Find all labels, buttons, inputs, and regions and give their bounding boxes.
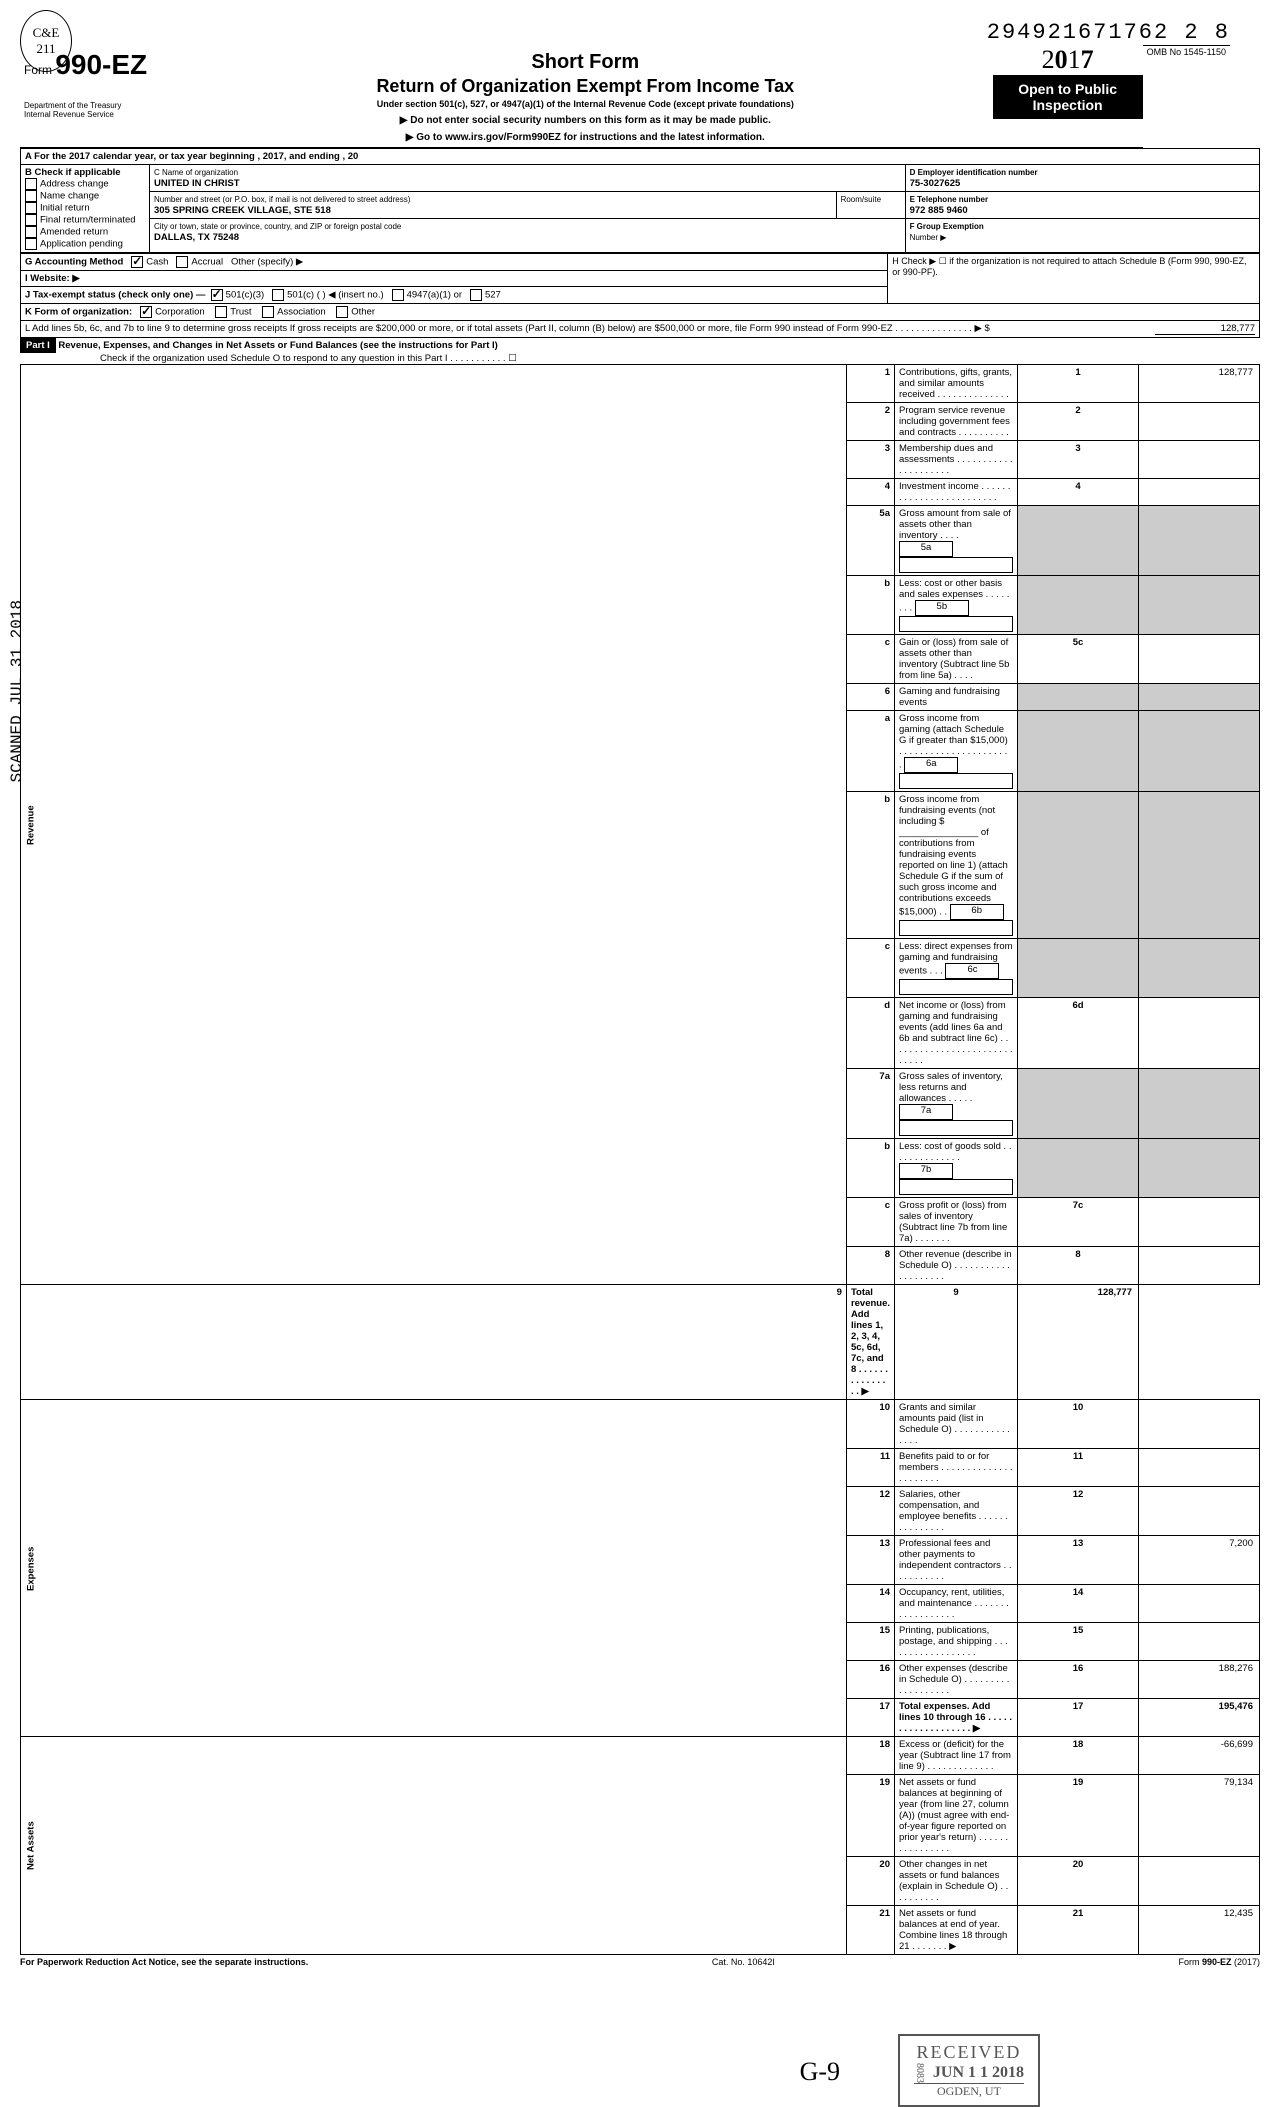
- check-other-org[interactable]: [336, 306, 348, 318]
- row-l-val: 128,777: [1155, 323, 1255, 335]
- check-trust[interactable]: [215, 306, 227, 318]
- box-7a: 7a: [899, 1104, 953, 1120]
- check-address-change[interactable]: [25, 178, 37, 190]
- val-line17: 195,476: [1139, 1699, 1260, 1737]
- lines-table: Revenue 1 Contributions, gifts, grants, …: [20, 364, 1260, 1955]
- org-name: UNITED IN CHRIST: [154, 178, 240, 189]
- city-label: City or town, state or province, country…: [154, 222, 401, 231]
- open-public-banner: Open to Public Inspection: [993, 75, 1143, 119]
- val-line19: 79,134: [1139, 1775, 1260, 1857]
- section-d-label: D Employer identification number: [910, 168, 1038, 177]
- box-6a: 6a: [904, 757, 958, 773]
- check-final-return[interactable]: [25, 214, 37, 226]
- footer-cat: Cat. No. 10642I: [712, 1957, 775, 1967]
- row-k-label: K Form of organization:: [25, 307, 132, 318]
- room-label: Room/suite: [841, 195, 881, 204]
- check-amended-return[interactable]: [25, 226, 37, 238]
- gjk-grid: G Accounting Method Cash Accrual Other (…: [20, 253, 1260, 338]
- footer-left: For Paperwork Reduction Act Notice, see …: [20, 1957, 308, 1967]
- stamp-line1: C&E: [33, 25, 60, 41]
- dept-irs: Internal Revenue Service: [24, 110, 174, 119]
- footer: For Paperwork Reduction Act Notice, see …: [20, 1957, 1260, 1967]
- form-note1: ▶ Do not enter social security numbers o…: [182, 115, 989, 126]
- check-app-pending[interactable]: [25, 238, 37, 250]
- check-501c[interactable]: [272, 289, 284, 301]
- part1-title: Revenue, Expenses, and Changes in Net As…: [58, 340, 497, 351]
- box-5b: 5b: [915, 600, 969, 616]
- tax-year: 2017: [993, 45, 1143, 75]
- form-subtitle: Under section 501(c), 527, or 4947(a)(1)…: [182, 99, 989, 109]
- form-title1: Short Form: [182, 51, 989, 74]
- check-name-change[interactable]: [25, 190, 37, 202]
- val-line18: -66,699: [1139, 1737, 1260, 1775]
- section-b-hdr: B Check if applicable: [25, 167, 121, 178]
- box-6c: 6c: [945, 963, 999, 979]
- form-title2: Return of Organization Exempt From Incom…: [182, 76, 989, 97]
- val-line16: 188,276: [1139, 1661, 1260, 1699]
- received-stamp: RECEIVED 8083 JUN 1 1 2018 OGDEN, UT: [898, 2034, 1040, 2107]
- street-label: Number and street (or P.O. box, if mail …: [154, 195, 410, 204]
- part1-check: Check if the organization used Schedule …: [20, 353, 517, 364]
- row-a: A For the 2017 calendar year, or tax yea…: [21, 149, 1260, 165]
- row-i: I Website: ▶: [25, 273, 80, 284]
- check-cash[interactable]: [131, 256, 143, 268]
- check-association[interactable]: [262, 306, 274, 318]
- top-number: 294921671762 2 8: [80, 20, 1230, 45]
- form-note2: ▶ Go to www.irs.gov/Form990EZ for instru…: [182, 132, 989, 143]
- check-corporation[interactable]: [140, 306, 152, 318]
- box-7b: 7b: [899, 1163, 953, 1179]
- section-c-label: C Name of organization: [154, 168, 238, 177]
- row-h: H Check ▶ ☐ if the organization is not r…: [888, 254, 1260, 304]
- box-5a: 5a: [899, 541, 953, 557]
- section-f-label: F Group Exemption: [910, 222, 984, 231]
- street-address: 305 SPRING CREEK VILLAGE, STE 518: [154, 205, 331, 216]
- section-f-label2: Number ▶: [910, 233, 947, 242]
- part1-header: Part I Revenue, Expenses, and Changes in…: [20, 338, 1260, 364]
- org-info-grid: A For the 2017 calendar year, or tax yea…: [20, 148, 1260, 253]
- section-e-label: E Telephone number: [910, 195, 989, 204]
- city-state-zip: DALLAS, TX 75248: [154, 232, 239, 243]
- vert-revenue: Revenue: [21, 365, 847, 1285]
- g9-mark: G-9: [800, 2057, 840, 2087]
- vert-expenses: Expenses: [21, 1400, 847, 1737]
- phone: 972 885 9460: [910, 205, 968, 216]
- vert-net-assets: Net Assets: [21, 1737, 847, 1955]
- part1-badge: Part I: [20, 338, 56, 353]
- check-4947[interactable]: [392, 289, 404, 301]
- row-j-label: J Tax-exempt status (check only one) —: [25, 290, 205, 301]
- box-6b: 6b: [950, 904, 1004, 920]
- corner-stamp: C&E 211: [20, 10, 72, 72]
- omb-number: OMB No 1545-1150: [1143, 45, 1230, 58]
- val-line1: 128,777: [1139, 365, 1260, 403]
- dept-treasury: Department of the Treasury: [24, 101, 174, 110]
- check-accrual[interactable]: [176, 256, 188, 268]
- val-line13: 7,200: [1139, 1536, 1260, 1585]
- val-line9: 128,777: [1018, 1285, 1139, 1400]
- check-501c3[interactable]: [211, 289, 223, 301]
- check-initial-return[interactable]: [25, 202, 37, 214]
- val-line21: 12,435: [1139, 1906, 1260, 1955]
- footer-right: Form 990-EZ (2017): [1178, 1957, 1260, 1967]
- row-l: L Add lines 5b, 6c, and 7b to line 9 to …: [25, 323, 990, 334]
- row-g-label: G Accounting Method: [25, 257, 123, 268]
- ein: 75-3027625: [910, 178, 961, 189]
- check-527[interactable]: [470, 289, 482, 301]
- stamp-line2: 211: [36, 41, 55, 57]
- form-header: Form 990-EZ Department of the Treasury I…: [20, 45, 1143, 148]
